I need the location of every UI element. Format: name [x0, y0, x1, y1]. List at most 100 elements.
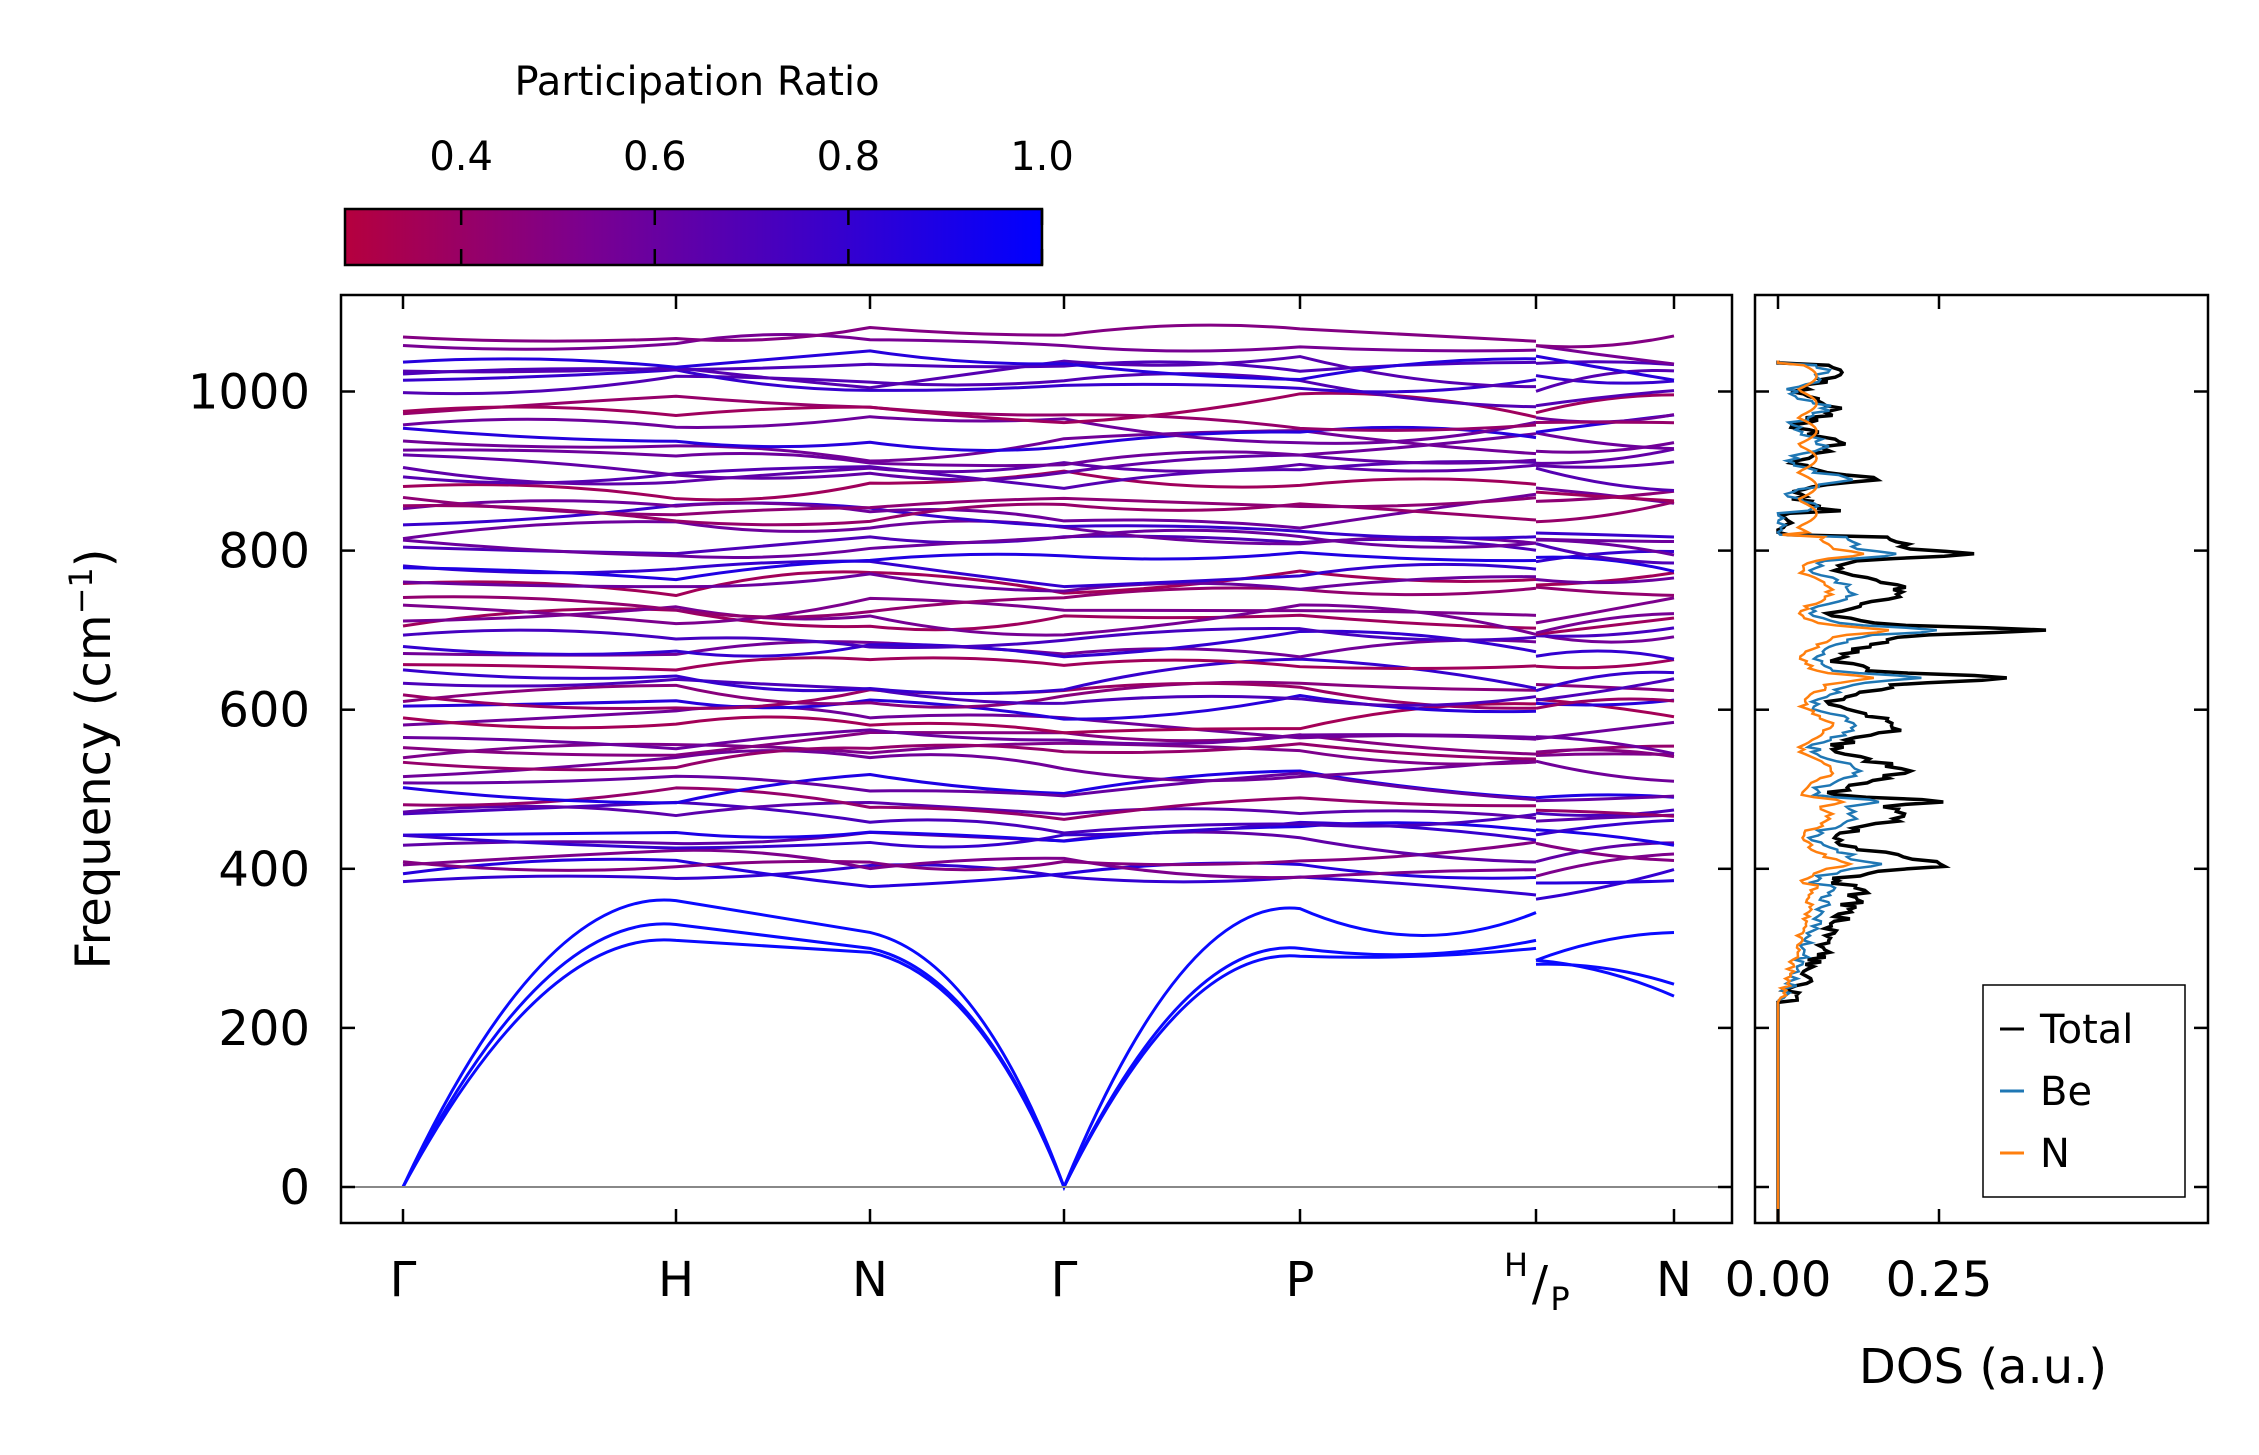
optical-band [402, 432, 1537, 468]
optical-band [1535, 389, 1675, 408]
legend-label-n: N [2040, 1131, 2070, 1177]
optical-band [402, 730, 1537, 757]
optical-band [402, 501, 1537, 540]
optical-band [1535, 542, 1675, 565]
optical-band [402, 728, 1537, 751]
optical-band [1535, 596, 1675, 625]
frequency-tick-label: 1000 [188, 365, 310, 421]
optical-band [1535, 360, 1675, 367]
optical-band [1535, 670, 1675, 693]
dos-axis-label: DOS (a.u.) [1859, 1339, 2107, 1395]
optical-band [402, 863, 1537, 897]
frequency-tick-label: 400 [218, 842, 310, 898]
optical-band [1535, 490, 1675, 503]
optical-band [1535, 841, 1675, 862]
optical-band [1535, 354, 1675, 382]
path-label-h-p: H / P [1504, 1246, 1570, 1318]
optical-band [1535, 794, 1675, 803]
optical-band [402, 429, 1537, 463]
path-label-h-p-slash: / [1532, 1256, 1549, 1312]
optical-band [1535, 720, 1675, 741]
optical-band [1535, 393, 1675, 415]
colorbar-tick-label: 1.0 [1010, 134, 1074, 180]
optical-band [402, 749, 1537, 783]
optical-band [402, 461, 1537, 486]
optical-band [1535, 828, 1675, 847]
optical-band [1535, 612, 1675, 635]
optical-band [402, 857, 1537, 889]
optical-band [402, 372, 1537, 409]
legend: Total Be N [1982, 984, 2186, 1198]
legend-label-total: Total [2039, 1007, 2133, 1053]
optical-band [1535, 658, 1675, 670]
optical-band [1535, 466, 1675, 493]
frequency-axis-ticks: 0 200 400 600 800 1000 [188, 365, 1732, 1216]
optical-band [402, 771, 1537, 802]
colorbar-tick-label: 0.8 [817, 134, 881, 180]
frequency-tick-label: 0 [279, 1160, 310, 1216]
optical-band [402, 626, 1537, 650]
acoustic-branch [401, 922, 1537, 1191]
frequency-axis-label: Frequency (cm−1) [62, 548, 122, 969]
optical-band [1535, 460, 1675, 469]
optical-band [1535, 649, 1675, 661]
optical-band [402, 391, 1537, 425]
optical-band [1535, 441, 1675, 454]
optical-band [402, 607, 1537, 632]
optical-band [1535, 369, 1675, 393]
optical-band [402, 769, 1537, 805]
path-ticks: Γ H N Γ P H / P N [390, 295, 1692, 1318]
frequency-tick-label: 800 [218, 524, 310, 580]
optical-band [1535, 576, 1675, 585]
band-lines [401, 323, 1675, 1192]
path-label-gamma-2: Γ [1051, 1252, 1078, 1308]
optical-band [402, 569, 1537, 598]
optical-band [402, 453, 1537, 482]
frequency-tick-label: 200 [218, 1001, 310, 1057]
optical-band [402, 840, 1537, 872]
optical-band [402, 657, 1537, 695]
colorbar-tick-label: 0.4 [429, 134, 493, 180]
optical-band [1535, 555, 1675, 573]
acoustic-branch [1535, 962, 1675, 986]
optical-band [402, 820, 1537, 850]
optical-band [1535, 808, 1675, 817]
optical-band [1535, 585, 1675, 597]
colorbar: Participation Ratio 0.4 0.6 0.8 1.0 [343, 59, 1074, 267]
optical-band [402, 469, 1537, 502]
dos-series-n [1776, 360, 1890, 1223]
legend-label-be: Be [2040, 1069, 2092, 1115]
optical-band [402, 680, 1537, 709]
optical-band [402, 492, 1537, 530]
band-axes-frame [339, 293, 1734, 1225]
optical-band [1535, 868, 1675, 901]
optical-band [402, 559, 1537, 589]
optical-band [402, 572, 1537, 593]
optical-band [1535, 808, 1675, 818]
acoustic-branch [1535, 958, 1675, 998]
path-label-gamma: Γ [390, 1252, 417, 1308]
path-label-h: H [658, 1252, 694, 1308]
frequency-tick-label: 600 [218, 683, 310, 739]
optical-band [402, 360, 1537, 376]
optical-band [1535, 677, 1675, 702]
optical-band [402, 702, 1537, 735]
optical-band [402, 586, 1537, 619]
optical-band [1535, 759, 1675, 783]
colorbar-tick-label: 0.6 [623, 134, 687, 180]
path-label-n-2: N [1656, 1252, 1692, 1308]
dos-panel: 0.00 0.25 DOS (a.u.) Total Be N [1725, 293, 2210, 1395]
optical-band [1535, 334, 1675, 349]
optical-band [1535, 616, 1675, 636]
colorbar-gradient [343, 207, 1044, 267]
optical-band [402, 332, 1537, 353]
acoustic-branch [401, 938, 1537, 1191]
optical-band [402, 495, 1537, 517]
path-label-p: P [1286, 1252, 1315, 1308]
optical-band [1535, 626, 1675, 638]
optical-band [1535, 852, 1675, 878]
optical-band [1535, 431, 1675, 451]
dos-x-tick-label: 0.25 [1886, 1252, 1993, 1308]
dos-x-tick-label: 0.00 [1725, 1252, 1832, 1308]
